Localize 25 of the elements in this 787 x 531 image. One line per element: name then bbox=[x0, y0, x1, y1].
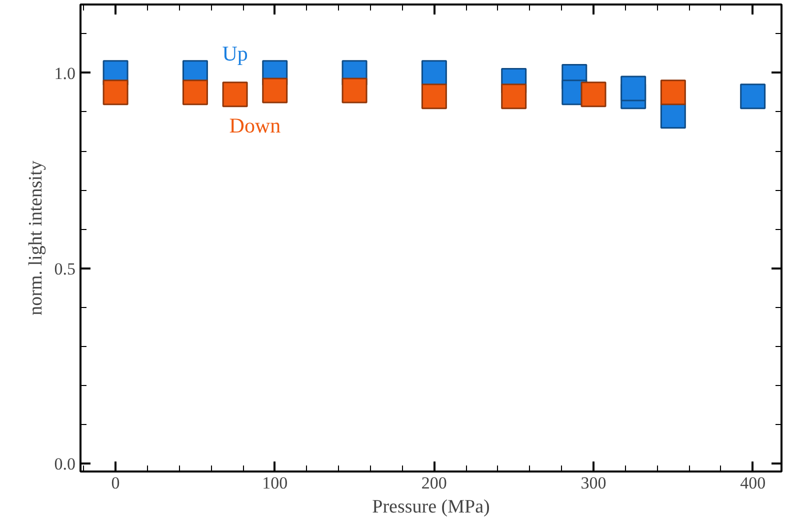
y-tick-label: 1.0 bbox=[54, 64, 76, 83]
point bbox=[342, 78, 368, 104]
point bbox=[501, 84, 527, 110]
y-tick-label: 0.5 bbox=[54, 259, 76, 278]
x-axis-title: Pressure (MPa) bbox=[372, 496, 490, 518]
point bbox=[102, 80, 128, 106]
point bbox=[660, 80, 686, 106]
y-tick-label: 0.0 bbox=[54, 454, 76, 474]
point bbox=[580, 82, 606, 108]
point bbox=[421, 84, 447, 110]
point bbox=[262, 78, 288, 104]
x-tick-label: 100 bbox=[262, 474, 288, 492]
point bbox=[182, 80, 208, 106]
x-tick-label: 0 bbox=[111, 474, 120, 492]
point bbox=[740, 84, 766, 110]
point bbox=[660, 103, 686, 129]
series-label: Up bbox=[222, 41, 248, 66]
x-tick-label: 400 bbox=[740, 474, 766, 492]
point bbox=[620, 76, 646, 102]
x-tick-label: 300 bbox=[580, 474, 606, 492]
point bbox=[222, 82, 248, 108]
x-tick-label: 200 bbox=[421, 474, 447, 492]
series-label: Down bbox=[229, 114, 282, 138]
y-axis-title: norm. light intensity bbox=[25, 160, 46, 316]
point bbox=[421, 60, 447, 86]
